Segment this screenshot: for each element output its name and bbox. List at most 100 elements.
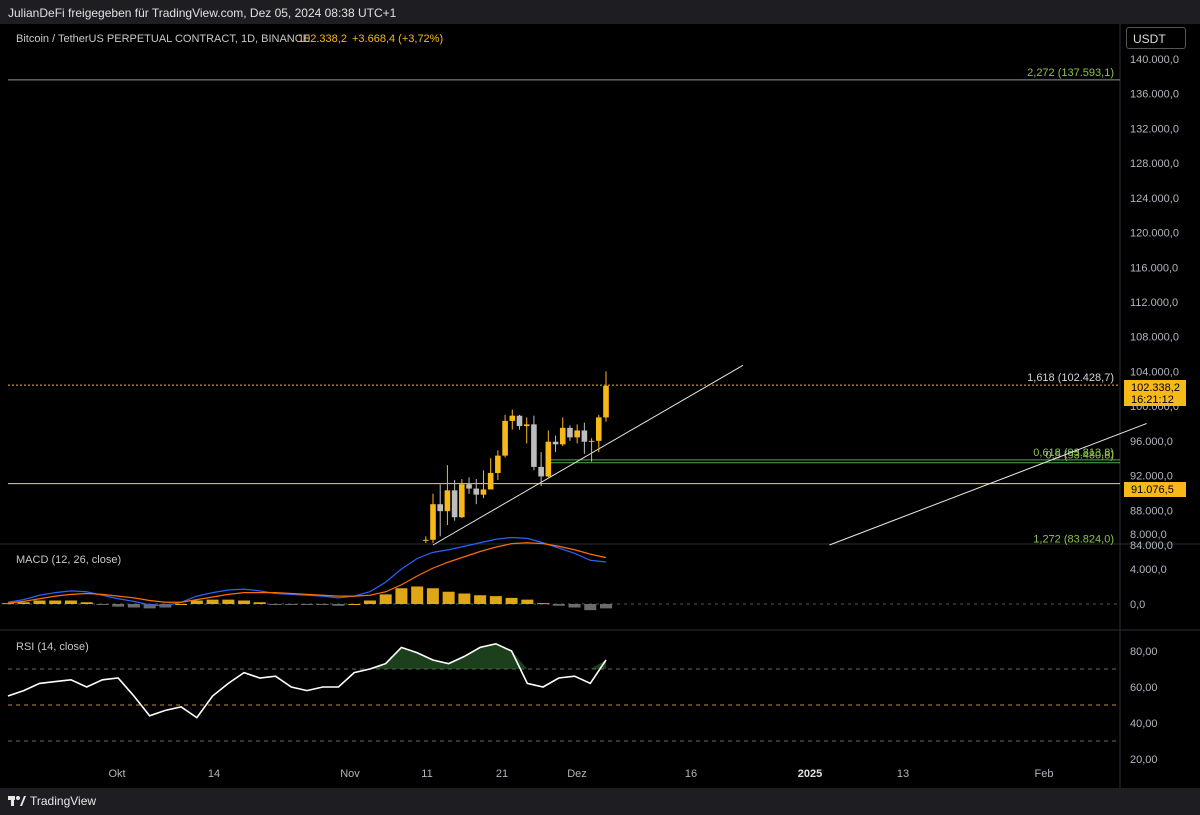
currency-button[interactable]: USDT	[1126, 27, 1186, 49]
last-price-countdown: 16:21:12	[1131, 394, 1174, 406]
macd-histogram-bar	[332, 604, 345, 606]
candle-body[interactable]	[466, 484, 472, 489]
share-text: JulianDeFi freigegeben für TradingView.c…	[8, 6, 397, 20]
trendline[interactable]	[432, 364, 744, 546]
candle-body[interactable]	[430, 504, 436, 540]
candle-body[interactable]	[422, 539, 429, 541]
fib-level-label: 2,272 (137.593,1)	[1027, 67, 1114, 79]
candle-body[interactable]	[487, 472, 494, 490]
time-tick-label: Feb	[1035, 768, 1054, 780]
symbol-price: 102.338,2	[298, 33, 347, 45]
fib-level-label: 1,618 (102.428,7)	[1027, 372, 1114, 384]
candle-body[interactable]	[502, 420, 508, 456]
macd-histogram-bar	[253, 602, 266, 604]
macd-title: MACD (12, 26, close)	[16, 554, 121, 566]
rsi-overbought-fill	[8, 643, 606, 669]
candle-body[interactable]	[545, 441, 552, 477]
time-tick-label: 11	[421, 768, 432, 780]
time-tick-label: Nov	[340, 768, 360, 780]
last-price-value: 102.338,2	[1131, 382, 1180, 394]
macd-histogram-bar	[395, 588, 408, 604]
price-tick-label: 128.000,0	[1130, 158, 1179, 170]
macd-histogram-bar	[600, 604, 612, 609]
macd-histogram-bar	[127, 604, 140, 608]
candle-body[interactable]	[480, 489, 487, 495]
macd-histogram-bar	[552, 604, 565, 606]
candle-body[interactable]	[473, 488, 480, 495]
macd-tick-label: 8.000,0	[1130, 529, 1167, 541]
tradingview-logo-icon	[8, 796, 26, 806]
rsi-line	[7, 642, 607, 719]
rsi-tick-label: 80,00	[1130, 646, 1158, 658]
chart-stage: 2,272 (137.593,1) 1,618 (102.428,7) 0,618 …	[0, 24, 1200, 788]
symbol-title: Bitcoin / TetherUS PERPETUAL CONTRACT, 1…	[16, 33, 310, 45]
macd-histogram-bar	[269, 604, 282, 605]
candle-body[interactable]	[538, 466, 544, 477]
rsi-title: RSI (14, close)	[16, 641, 89, 653]
candle-body[interactable]	[509, 415, 516, 421]
candle-body[interactable]	[444, 490, 451, 512]
price-tick-label: 140.000,0	[1130, 54, 1179, 66]
candle-body[interactable]	[552, 441, 559, 445]
macd-histogram-bar	[489, 596, 502, 604]
fib-level-label: 0,5 (93.480,8)	[1046, 450, 1115, 462]
level-price-value: 91.076,5	[1131, 484, 1174, 496]
price-tick-label: 88.000,0	[1130, 505, 1173, 517]
candle-body[interactable]	[437, 504, 444, 512]
macd-histogram-bar	[112, 604, 125, 607]
candle-body[interactable]	[523, 424, 530, 427]
candle-body[interactable]	[516, 415, 523, 427]
macd-histogram-bar	[411, 586, 424, 604]
macd-tick-label: 0,0	[1130, 599, 1145, 611]
candle-body[interactable]	[574, 430, 580, 438]
macd-histogram-bar	[80, 602, 93, 604]
level-price-tag	[1124, 482, 1186, 497]
share-header: JulianDeFi freigegeben für TradingView.c…	[0, 0, 1200, 24]
candle-body[interactable]	[603, 385, 609, 418]
fib-level-label: 1,272 (83.824,0)	[1033, 534, 1114, 546]
time-tick-label: 13	[897, 768, 909, 780]
macd-histogram-bar	[64, 600, 77, 604]
macd-histogram-bar	[96, 604, 109, 605]
price-tick-label: 92.000,0	[1130, 471, 1173, 483]
candle-body[interactable]	[459, 484, 465, 518]
rsi-tick-label: 40,00	[1130, 718, 1158, 730]
macd-histogram-bar	[143, 604, 156, 609]
macd-histogram-bar	[505, 597, 518, 604]
footer-bar: TradingView	[0, 788, 1200, 815]
price-tick-label: 124.000,0	[1130, 193, 1179, 205]
price-tick-label: 136.000,0	[1130, 89, 1179, 101]
candle-body[interactable]	[559, 427, 566, 445]
macd-histogram-bar	[301, 604, 313, 605]
candle-body[interactable]	[595, 417, 602, 441]
candle-body[interactable]	[567, 427, 573, 438]
rsi-tick-label: 20,00	[1130, 754, 1158, 766]
macd-histogram-bar	[222, 599, 235, 604]
macd-histogram-bar	[238, 600, 251, 604]
candle-body[interactable]	[581, 430, 588, 442]
macd-histogram-bar	[348, 604, 361, 605]
macd-tick-label: 4.000,0	[1130, 564, 1167, 576]
price-tick-label: 84.000,0	[1130, 540, 1173, 552]
macd-histogram-bar	[2, 603, 14, 605]
macd-histogram-bar	[584, 604, 597, 611]
macd-histogram-bar	[33, 600, 46, 604]
macd-histogram-bar	[49, 600, 62, 604]
macd-histogram-bar	[17, 602, 30, 604]
candle-body[interactable]	[531, 424, 537, 467]
price-tick-label: 132.000,0	[1130, 123, 1179, 135]
time-tick-label: 2025	[798, 768, 822, 780]
macd-histogram-bar	[568, 604, 581, 608]
trendline[interactable]	[829, 423, 1147, 546]
footer-brand[interactable]: TradingView	[30, 794, 97, 808]
candle-body[interactable]	[451, 490, 458, 518]
chart-svg[interactable]: 2,272 (137.593,1) 1,618 (102.428,7) 0,618 …	[0, 24, 1200, 788]
macd-histogram-bar	[521, 599, 534, 604]
macd-histogram-bar	[316, 604, 329, 605]
macd-line	[7, 536, 607, 607]
macd-histogram-bar	[442, 591, 455, 604]
candle-body[interactable]	[588, 440, 595, 442]
time-tick-label: Dez	[567, 768, 587, 780]
candle-body[interactable]	[495, 455, 501, 473]
price-tick-label: 120.000,0	[1130, 228, 1179, 240]
